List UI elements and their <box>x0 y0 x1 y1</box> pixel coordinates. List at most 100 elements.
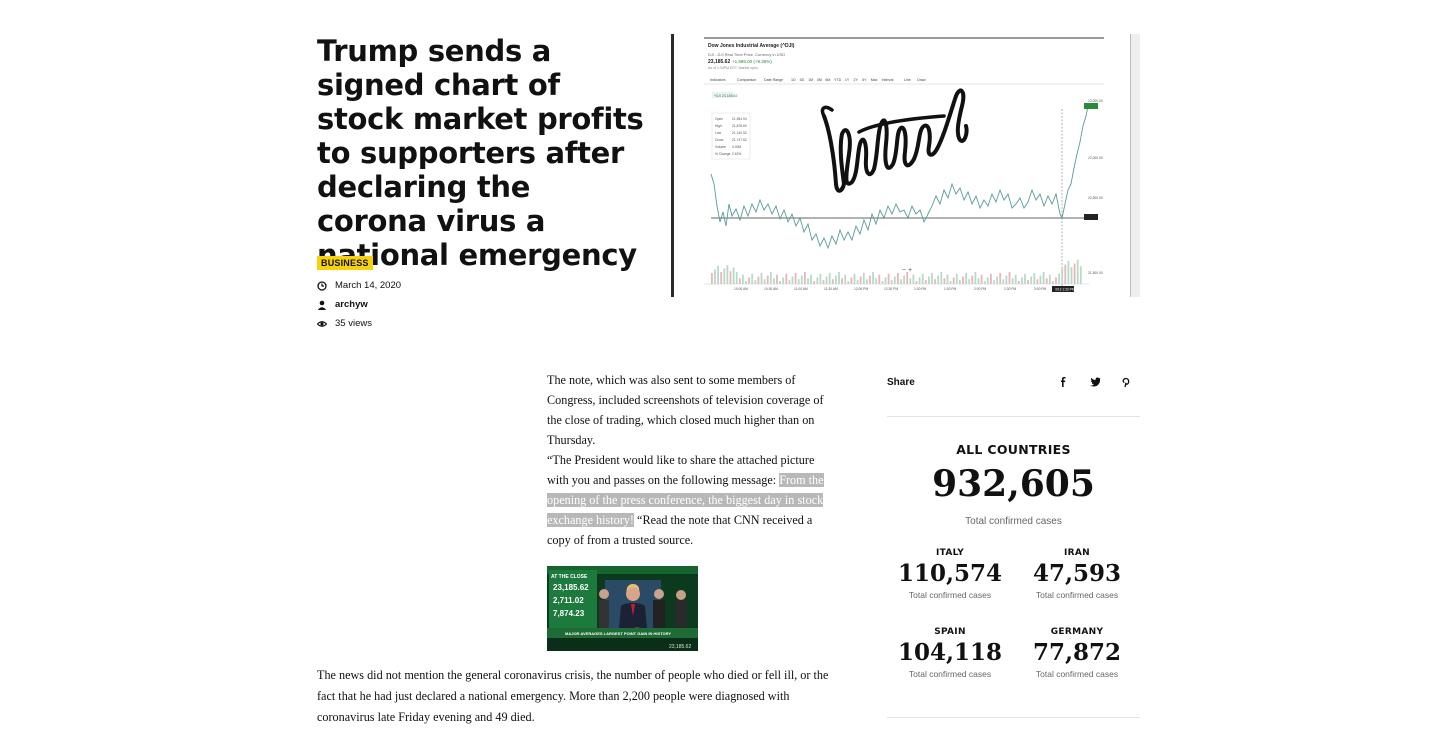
country-cases: 47,593 <box>1032 560 1122 587</box>
tv-number: 7,874.23 <box>553 609 585 618</box>
time-axis-label: 12:30 PM <box>884 287 898 291</box>
quote-end: “Read the note that CNN received a copy … <box>547 513 813 547</box>
hero-image-signed-chart: Dow Jones Industrial Average (^DJI) DJI … <box>671 34 1140 297</box>
time-axis-label: 10:30 AM <box>764 287 778 291</box>
facebook-share-icon[interactable] <box>1057 377 1069 390</box>
time-axis-label: 1:00 PM <box>914 287 927 291</box>
chart-toolbar-item: 3M <box>817 78 822 82</box>
quote-start: “The President would like to share the a… <box>547 453 815 487</box>
time-axis: 10:00 AM 10:30 AM 11:00 AM 11:30 AM 12:00 PM… <box>734 287 1047 291</box>
volume-bar <box>1067 260 1070 284</box>
volume-bar <box>999 272 1002 284</box>
chart-change: +1,985.00 (+9.36%) <box>732 59 772 64</box>
time-axis-label: 2:30 PM <box>1004 287 1017 291</box>
volume-bar <box>1061 268 1064 284</box>
svg-text:Volume: Volume <box>715 145 726 149</box>
volume-bar <box>943 278 946 284</box>
tv-number: 2,711.02 <box>553 596 584 605</box>
covid-stats-widget: ALL COUNTRIES 932,605 Total confirmed ca… <box>887 440 1140 718</box>
share-bar: Share <box>887 377 1140 417</box>
covid-region-title: ALL COUNTRIES <box>956 442 1071 457</box>
tv-screenshot-image[interactable]: AT THE CLOSE 23,185.62 2,711.02 7,874.23 M… <box>547 566 698 651</box>
volume-bar <box>1027 280 1029 284</box>
svg-text:21,554.94: 21,554.94 <box>732 117 747 121</box>
country-cases-label: Total confirmed cases <box>908 590 992 600</box>
volume-bar <box>862 272 865 284</box>
author-row[interactable]: archyw <box>317 299 368 310</box>
volume-bar <box>965 272 967 284</box>
chart-toolbar: Indicators Comparison Date Range 1D 5D 1M 3M 6M… <box>710 78 926 82</box>
volume-bar <box>807 278 809 284</box>
category-badge[interactable]: BUSINESS <box>317 256 373 270</box>
volume-bar <box>909 278 912 284</box>
volume-bar <box>1033 272 1036 284</box>
volume-bar <box>983 281 986 284</box>
svg-text:High: High <box>715 124 722 128</box>
volume-bar <box>717 265 719 284</box>
volume-bar <box>887 273 890 284</box>
volume-bar <box>1079 266 1082 284</box>
svg-text:Open: Open <box>715 117 723 121</box>
svg-text:3/13 1:33 PM: 3/13 1:33 PM <box>1055 288 1075 292</box>
volume-bar <box>993 280 995 284</box>
volume-bar <box>779 281 781 284</box>
volume-bar <box>866 279 868 284</box>
volume-bar <box>748 277 750 284</box>
price-axis: 23,000.00 22,000.00 22,500.00 21,500.00 <box>1088 99 1103 275</box>
eye-icon <box>317 320 327 327</box>
volume-bar <box>804 272 806 284</box>
volume-bar <box>745 281 747 284</box>
svg-text:− +: − + <box>902 267 912 274</box>
volume-bar <box>763 279 766 284</box>
volume-bar <box>735 272 738 284</box>
article-author[interactable]: archyw <box>335 299 368 310</box>
volume-bar <box>816 277 819 284</box>
volume-bar <box>1002 279 1005 284</box>
svg-text:21,140.52: 21,140.52 <box>732 131 747 135</box>
svg-text:^DJI 23,185.62: ^DJI 23,185.62 <box>714 94 737 98</box>
country-name: ITALY <box>935 548 965 558</box>
volume-bar <box>959 280 961 284</box>
time-axis-label: 3:00 PM <box>1034 287 1047 291</box>
volume-bar <box>918 277 921 284</box>
volume-bar <box>760 272 763 284</box>
volume-bar <box>729 271 732 284</box>
time-axis-label: 1:30 PM <box>944 287 957 291</box>
covid-total-cases: 932,605 <box>932 463 1095 505</box>
chart-toolbar-item: Interval <box>882 78 894 82</box>
country-cases: 77,872 <box>1032 639 1122 666</box>
svg-text:Close: Close <box>715 138 724 142</box>
article-views: 35 views <box>335 318 372 329</box>
volume-bar <box>819 273 822 284</box>
pinterest-share-icon[interactable] <box>1120 377 1132 390</box>
price-axis-label: 23,000.00 <box>1088 99 1103 103</box>
chart-toolbar-item: 5D <box>800 78 805 82</box>
volume-bar <box>1073 263 1076 284</box>
volume-bar <box>766 275 769 284</box>
article-paragraph: The note, which was also sent to some me… <box>547 373 824 447</box>
volume-bar <box>797 279 800 284</box>
volume-bar <box>1052 281 1054 284</box>
chart-toolbar-item: 1D <box>791 78 796 82</box>
volume-bar <box>1076 260 1079 284</box>
volume-bar <box>742 274 744 284</box>
country-stat-germany: GERMANY 77,872 Total confirmed cases <box>1014 627 1140 679</box>
volume-bar <box>754 280 757 284</box>
chart-toolbar-item: Max <box>871 78 878 82</box>
twitter-share-icon[interactable] <box>1089 377 1101 390</box>
volume-bar <box>1017 281 1020 284</box>
volume-bar <box>986 277 989 284</box>
volume-bar <box>711 273 713 284</box>
chart-title: Dow Jones Industrial Average (^DJI) <box>708 43 795 49</box>
volume-bar <box>732 267 735 284</box>
svg-text:21,878.60: 21,878.60 <box>732 124 747 128</box>
volume-bar <box>794 272 797 284</box>
volume-bar <box>822 280 825 284</box>
chart-toolbar-item: 1M <box>808 78 813 82</box>
volume-bar <box>928 276 930 284</box>
price-axis-label: 21,500.00 <box>1088 271 1103 275</box>
chart-toolbar-item: 2Y <box>854 78 859 82</box>
user-icon <box>317 300 327 310</box>
svg-text:0.00M: 0.00M <box>732 145 741 149</box>
chart-toolbar-item: Indicators <box>710 78 726 82</box>
